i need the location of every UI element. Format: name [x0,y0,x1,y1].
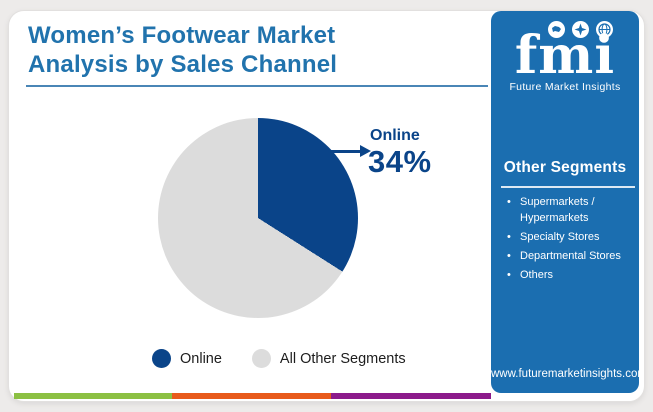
legend-item-all-other-segments: All Other Segments [251,349,406,368]
title-divider [26,85,488,87]
chart-legend: Online All Other Segments [152,349,406,368]
annotation-value: 34% [368,144,432,179]
legend-label-online: Online [180,350,222,367]
other-segments-heading: Other Segments [503,159,627,176]
footer-bar-purple [331,393,491,399]
page-title-line1: Women’s Footwear Market [28,22,336,49]
segment-list-item-supermarkets: Supermarkets / Hypermarkets [507,195,631,227]
map-icon [547,21,565,38]
logo-icon-row [491,21,639,38]
legend-swatch-all-other-segments [251,349,271,368]
footer-bar-green [14,393,172,399]
fmi-logo: fmi Future Market Insights [491,21,639,93]
website-link[interactable]: www.futuremarketinsights.com [491,368,639,380]
segment-list-item-departmental-stores: Departmental Stores [507,249,631,265]
page-title-line2: Analysis by Sales Channel [28,51,338,79]
logo-subtitle: Future Market Insights [509,80,621,93]
page-title: Women’s Footwear Market Analysis by Sale… [28,21,478,80]
legend-label-all-other-segments: All Other Segments [279,350,406,367]
content-card: Women’s Footwear Market Analysis by Sale… [8,10,645,402]
segment-list-item-specialty-stores: Specialty Stores [507,230,631,246]
annotation-label: Online [370,127,420,144]
compass-icon [571,21,589,38]
legend-item-online: Online [152,349,222,368]
logo-wordmark: fmi [514,25,616,86]
globe-icon [595,21,613,38]
footer-tricolor-bar [14,393,491,399]
segment-list-item-others: Others [507,268,631,284]
other-segments-list: Supermarkets / Hypermarkets Specialty St… [507,195,631,287]
legend-swatch-online [152,349,171,368]
annotation-arrow-head [360,145,371,157]
annotation-arrow-line [327,150,361,153]
other-segments-divider [501,186,635,188]
footer-bar-orange [172,393,331,399]
sidebar: fmi Future Market Insights Other Segment… [491,11,639,393]
pie-chart [158,118,358,318]
